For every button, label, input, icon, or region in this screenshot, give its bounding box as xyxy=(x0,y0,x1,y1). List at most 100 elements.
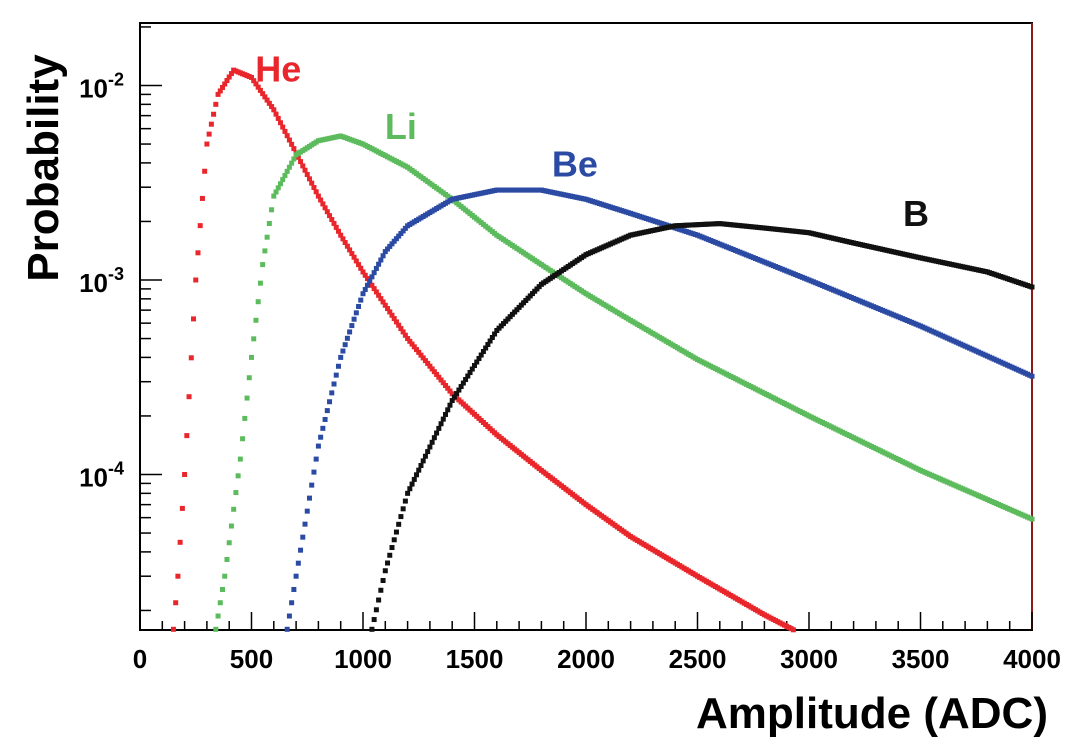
x-tick-label: 500 xyxy=(230,644,273,674)
data-point xyxy=(302,521,308,527)
data-point xyxy=(393,236,399,242)
data-point xyxy=(251,78,257,84)
series-b xyxy=(369,221,1035,632)
data-point xyxy=(369,626,375,632)
data-point xyxy=(440,416,446,422)
data-point xyxy=(407,338,413,344)
data-point xyxy=(1029,373,1035,379)
data-point xyxy=(202,168,208,174)
data-point xyxy=(480,349,486,355)
data-point xyxy=(306,495,312,501)
data-point xyxy=(440,380,446,386)
data-point xyxy=(318,434,324,440)
data-point xyxy=(264,234,270,240)
data-point xyxy=(333,224,339,230)
data-point xyxy=(315,193,321,199)
data-point xyxy=(275,185,281,191)
data-point xyxy=(371,270,377,276)
data-point xyxy=(425,449,431,455)
data-point xyxy=(177,539,183,545)
data-point xyxy=(393,529,399,535)
data-point xyxy=(1029,284,1035,290)
data-point xyxy=(257,87,263,93)
data-point xyxy=(400,506,406,512)
data-point xyxy=(298,547,304,553)
data-point xyxy=(391,537,397,543)
data-point xyxy=(277,181,283,187)
data-point xyxy=(217,88,223,94)
data-point xyxy=(291,586,297,592)
data-point xyxy=(253,81,259,87)
data-point xyxy=(447,402,453,408)
y-tick-label: 10-4 xyxy=(79,459,124,493)
data-point xyxy=(396,521,402,527)
data-point xyxy=(235,473,241,479)
data-point xyxy=(315,443,321,449)
data-point xyxy=(284,626,290,632)
data-point xyxy=(472,363,477,369)
data-point xyxy=(460,380,466,386)
data-point xyxy=(389,545,395,551)
data-point xyxy=(228,71,234,77)
data-point xyxy=(414,347,420,353)
data-point xyxy=(333,372,339,378)
data-point xyxy=(320,201,326,207)
data-point xyxy=(418,352,424,358)
data-point xyxy=(253,317,259,323)
data-point xyxy=(422,453,428,459)
data-point xyxy=(340,348,346,354)
data-point xyxy=(371,286,377,292)
data-point xyxy=(405,336,411,342)
data-point xyxy=(391,316,397,322)
data-point xyxy=(206,131,212,137)
data-point xyxy=(387,243,393,249)
data-point xyxy=(293,573,299,579)
y-axis-title: Probability xyxy=(19,54,68,282)
data-point xyxy=(264,97,270,103)
data-point xyxy=(286,613,292,619)
data-point xyxy=(347,329,353,335)
data-point xyxy=(309,482,315,488)
data-point xyxy=(378,587,384,593)
data-point xyxy=(324,209,330,215)
data-point xyxy=(255,84,261,90)
data-point xyxy=(179,505,185,511)
x-tick-label: 3000 xyxy=(780,644,838,674)
data-point xyxy=(358,265,364,271)
data-point xyxy=(465,373,471,379)
data-point xyxy=(228,523,234,529)
data-point xyxy=(344,335,350,341)
data-point xyxy=(182,472,188,477)
data-point xyxy=(434,430,440,436)
data-point xyxy=(402,498,408,504)
data-point xyxy=(443,411,449,417)
data-point xyxy=(422,358,428,364)
data-point xyxy=(389,312,395,318)
data-point xyxy=(271,107,277,113)
data-point xyxy=(322,205,328,211)
data-point xyxy=(407,486,413,492)
data-point xyxy=(378,257,384,263)
data-point xyxy=(790,627,796,633)
data-point xyxy=(251,336,257,342)
data-point xyxy=(226,540,232,546)
data-point xyxy=(398,514,404,520)
data-point xyxy=(438,421,444,427)
data-point xyxy=(286,137,292,143)
data-point xyxy=(246,375,252,381)
data-point xyxy=(447,388,453,394)
data-point xyxy=(255,299,261,305)
data-point xyxy=(280,177,286,183)
data-point xyxy=(331,220,337,226)
data-point xyxy=(289,600,295,606)
data-point xyxy=(416,467,422,473)
data-point xyxy=(385,560,391,566)
data-point xyxy=(266,100,272,106)
data-point xyxy=(436,374,442,380)
data-point xyxy=(199,195,205,201)
data-point xyxy=(400,329,406,335)
data-point xyxy=(222,81,228,87)
data-point xyxy=(458,384,464,390)
data-point xyxy=(170,626,176,632)
